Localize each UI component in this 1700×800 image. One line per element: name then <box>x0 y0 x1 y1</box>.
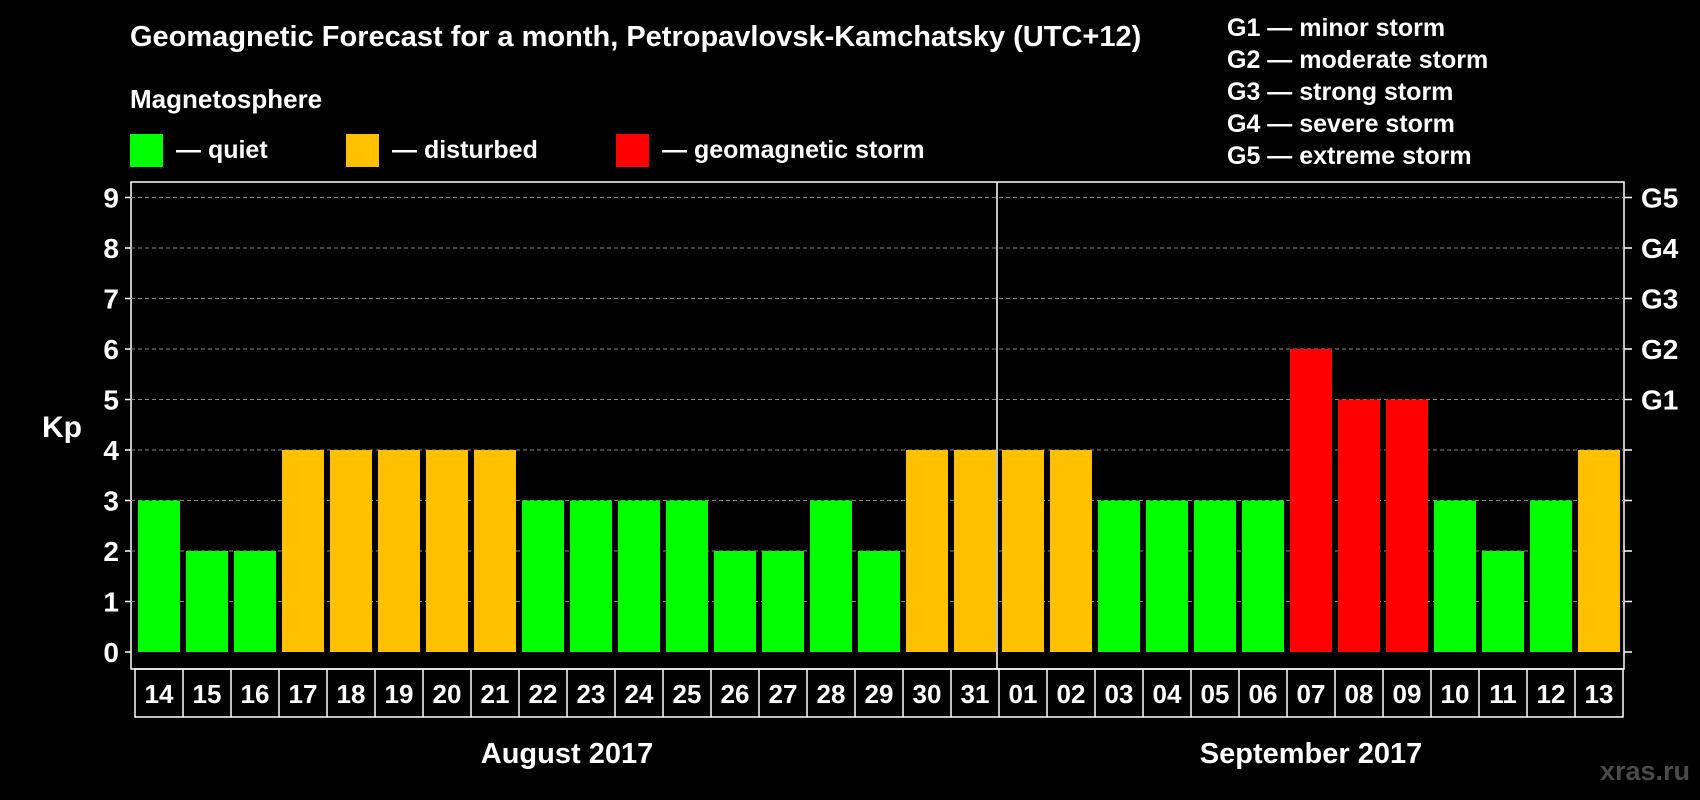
legend-item-quiet: — quiet <box>130 134 268 167</box>
legend-heading: Magnetosphere <box>130 84 323 114</box>
ytick-label-9: 9 <box>103 183 119 214</box>
bar-23 <box>570 500 612 652</box>
bar-31 <box>954 450 996 652</box>
date-label-05: 05 <box>1201 679 1230 709</box>
date-label-13: 13 <box>1585 679 1614 709</box>
legend-label-quiet: — quiet <box>176 136 268 164</box>
ytick-label-0: 0 <box>103 637 119 668</box>
bar-03 <box>1098 500 1140 652</box>
bar-14 <box>138 500 180 652</box>
bar-25 <box>666 500 708 652</box>
date-label-02: 02 <box>1057 679 1086 709</box>
g-label-G5: G5 <box>1641 183 1678 214</box>
date-label-30: 30 <box>913 679 942 709</box>
bar-08 <box>1338 399 1380 652</box>
bar-19 <box>378 450 420 652</box>
g-label-G2: G2 <box>1641 334 1678 365</box>
ytick-label-5: 5 <box>103 385 119 416</box>
date-label-04: 04 <box>1153 679 1182 709</box>
date-label-28: 28 <box>817 679 846 709</box>
date-label-09: 09 <box>1393 679 1422 709</box>
g-label-G1: G1 <box>1641 385 1678 416</box>
chart-title: Geomagnetic Forecast for a month, Petrop… <box>130 21 1142 53</box>
date-label-23: 23 <box>577 679 606 709</box>
ytick-label-4: 4 <box>103 435 119 466</box>
bar-17 <box>282 450 324 652</box>
month-label-0: August 2017 <box>481 738 653 770</box>
bar-13 <box>1578 450 1620 652</box>
date-label-29: 29 <box>865 679 894 709</box>
date-label-24: 24 <box>625 679 654 709</box>
date-label-18: 18 <box>337 679 366 709</box>
g-label-G4: G4 <box>1641 233 1679 264</box>
bar-06 <box>1242 500 1284 652</box>
legend-swatch-storm <box>616 134 649 167</box>
bar-22 <box>522 500 564 652</box>
date-label-19: 19 <box>385 679 414 709</box>
date-label-12: 12 <box>1537 679 1566 709</box>
ytick-label-1: 1 <box>103 587 119 618</box>
date-label-22: 22 <box>529 679 558 709</box>
watermark: xras.ru <box>1599 756 1690 786</box>
bar-05 <box>1194 500 1236 652</box>
month-label-1: September 2017 <box>1200 738 1422 770</box>
ytick-label-2: 2 <box>103 536 119 567</box>
bar-21 <box>474 450 516 652</box>
date-label-07: 07 <box>1297 679 1326 709</box>
y-axis-label: Kp <box>42 411 82 444</box>
storm-scale-g3: G3 — strong storm <box>1227 78 1454 106</box>
bar-20 <box>426 450 468 652</box>
ytick-label-7: 7 <box>103 284 119 315</box>
bar-27 <box>762 551 804 652</box>
bar-11 <box>1482 551 1524 652</box>
ytick-label-3: 3 <box>103 486 119 517</box>
date-label-14: 14 <box>145 679 174 709</box>
legend-label-disturbed: — disturbed <box>392 136 538 164</box>
date-label-01: 01 <box>1009 679 1038 709</box>
g-label-G3: G3 <box>1641 284 1678 315</box>
bar-07 <box>1290 349 1332 652</box>
storm-scale-g1: G1 — minor storm <box>1227 14 1446 42</box>
legend-swatch-quiet <box>130 134 163 167</box>
ytick-label-6: 6 <box>103 334 119 365</box>
bar-29 <box>858 551 900 652</box>
bar-01 <box>1002 450 1044 652</box>
date-label-27: 27 <box>769 679 798 709</box>
date-label-17: 17 <box>289 679 318 709</box>
date-label-15: 15 <box>193 679 222 709</box>
storm-scale-g2: G2 — moderate storm <box>1227 46 1489 74</box>
bar-18 <box>330 450 372 652</box>
storm-scale-g5: G5 — extreme storm <box>1227 142 1472 170</box>
bar-12 <box>1530 500 1572 652</box>
date-label-08: 08 <box>1345 679 1374 709</box>
legend-label-storm: — geomagnetic storm <box>662 136 925 164</box>
bar-02 <box>1050 450 1092 652</box>
date-label-20: 20 <box>433 679 462 709</box>
date-row-frame <box>134 668 1624 718</box>
bar-15 <box>186 551 228 652</box>
bar-30 <box>906 450 948 652</box>
legend-item-disturbed: — disturbed <box>346 134 538 167</box>
bar-10 <box>1434 500 1476 652</box>
legend-swatch-disturbed <box>346 134 379 167</box>
date-label-03: 03 <box>1105 679 1134 709</box>
date-label-06: 06 <box>1249 679 1278 709</box>
date-label-10: 10 <box>1441 679 1470 709</box>
bar-24 <box>618 500 660 652</box>
bar-26 <box>714 551 756 652</box>
bar-09 <box>1386 399 1428 652</box>
bar-04 <box>1146 500 1188 652</box>
ytick-label-8: 8 <box>103 233 119 264</box>
date-label-26: 26 <box>721 679 750 709</box>
date-label-25: 25 <box>673 679 702 709</box>
date-label-11: 11 <box>1489 679 1517 709</box>
date-label-31: 31 <box>961 679 990 709</box>
bar-16 <box>234 551 276 652</box>
legend-item-storm: — geomagnetic storm <box>616 134 925 167</box>
storm-scale-g4: G4 — severe storm <box>1227 110 1455 138</box>
date-label-21: 21 <box>481 679 510 709</box>
bar-28 <box>810 500 852 652</box>
date-label-16: 16 <box>241 679 270 709</box>
